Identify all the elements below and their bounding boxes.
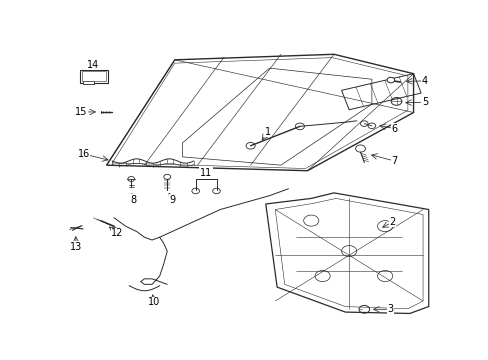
- Text: 9: 9: [169, 195, 176, 205]
- Text: 14: 14: [87, 60, 99, 70]
- FancyBboxPatch shape: [83, 81, 94, 84]
- Text: 7: 7: [391, 156, 397, 166]
- Text: 8: 8: [130, 195, 136, 205]
- Text: 3: 3: [387, 304, 393, 314]
- Text: 5: 5: [421, 97, 427, 107]
- Text: 6: 6: [391, 123, 397, 134]
- Circle shape: [386, 77, 394, 83]
- Text: 13: 13: [70, 242, 82, 252]
- Text: 15: 15: [75, 107, 87, 117]
- FancyBboxPatch shape: [80, 69, 108, 83]
- Text: 10: 10: [147, 297, 160, 307]
- Text: 16: 16: [78, 149, 90, 159]
- Text: 2: 2: [389, 217, 395, 227]
- Text: 1: 1: [264, 127, 270, 137]
- FancyBboxPatch shape: [82, 71, 106, 81]
- Text: 11: 11: [200, 168, 212, 178]
- Text: 12: 12: [111, 228, 123, 238]
- Text: 4: 4: [421, 76, 427, 86]
